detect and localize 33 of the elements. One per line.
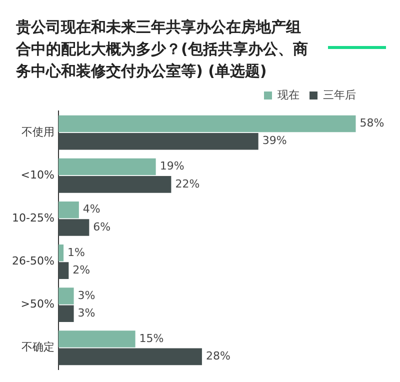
data-label: 3%	[78, 288, 96, 302]
bar	[58, 244, 64, 262]
y-tick-label: 26-50%	[12, 254, 54, 268]
bar	[58, 176, 172, 193]
bar	[58, 115, 356, 132]
bar	[58, 305, 74, 322]
bar	[58, 348, 202, 366]
y-tick-label: >50%	[20, 298, 54, 311]
bar	[58, 262, 69, 279]
data-label: 19%	[160, 160, 184, 173]
data-label: 6%	[93, 220, 111, 234]
bar	[58, 330, 136, 348]
bar	[58, 158, 156, 176]
bar	[58, 201, 79, 218]
y-tick-label: <10%	[20, 168, 54, 182]
bar	[58, 219, 90, 236]
chart-title: 贵公司现在和未来三年共享办公在房地产组合中的配比大概为多少？(包括共享办公、商务中心和装修交付办公室等) (单选题)	[16, 17, 309, 82]
bar	[58, 288, 74, 304]
legend-label: 三年后	[323, 88, 356, 102]
legend-label: 现在	[278, 88, 300, 102]
y-tick-label: 10-25%	[12, 212, 54, 225]
data-label: 28%	[206, 350, 230, 363]
data-label: 2%	[72, 263, 90, 276]
y-tick-label: 不使用	[21, 125, 54, 138]
data-label: 1%	[68, 246, 85, 259]
data-label: 4%	[82, 202, 100, 216]
data-label: 15%	[139, 332, 164, 345]
y-tick-label: 不确定	[21, 340, 54, 354]
data-label: 58%	[360, 116, 384, 130]
data-label: 3%	[78, 306, 96, 320]
data-label: 39%	[262, 134, 287, 148]
bar	[58, 132, 258, 150]
data-label: 22%	[175, 177, 200, 190]
